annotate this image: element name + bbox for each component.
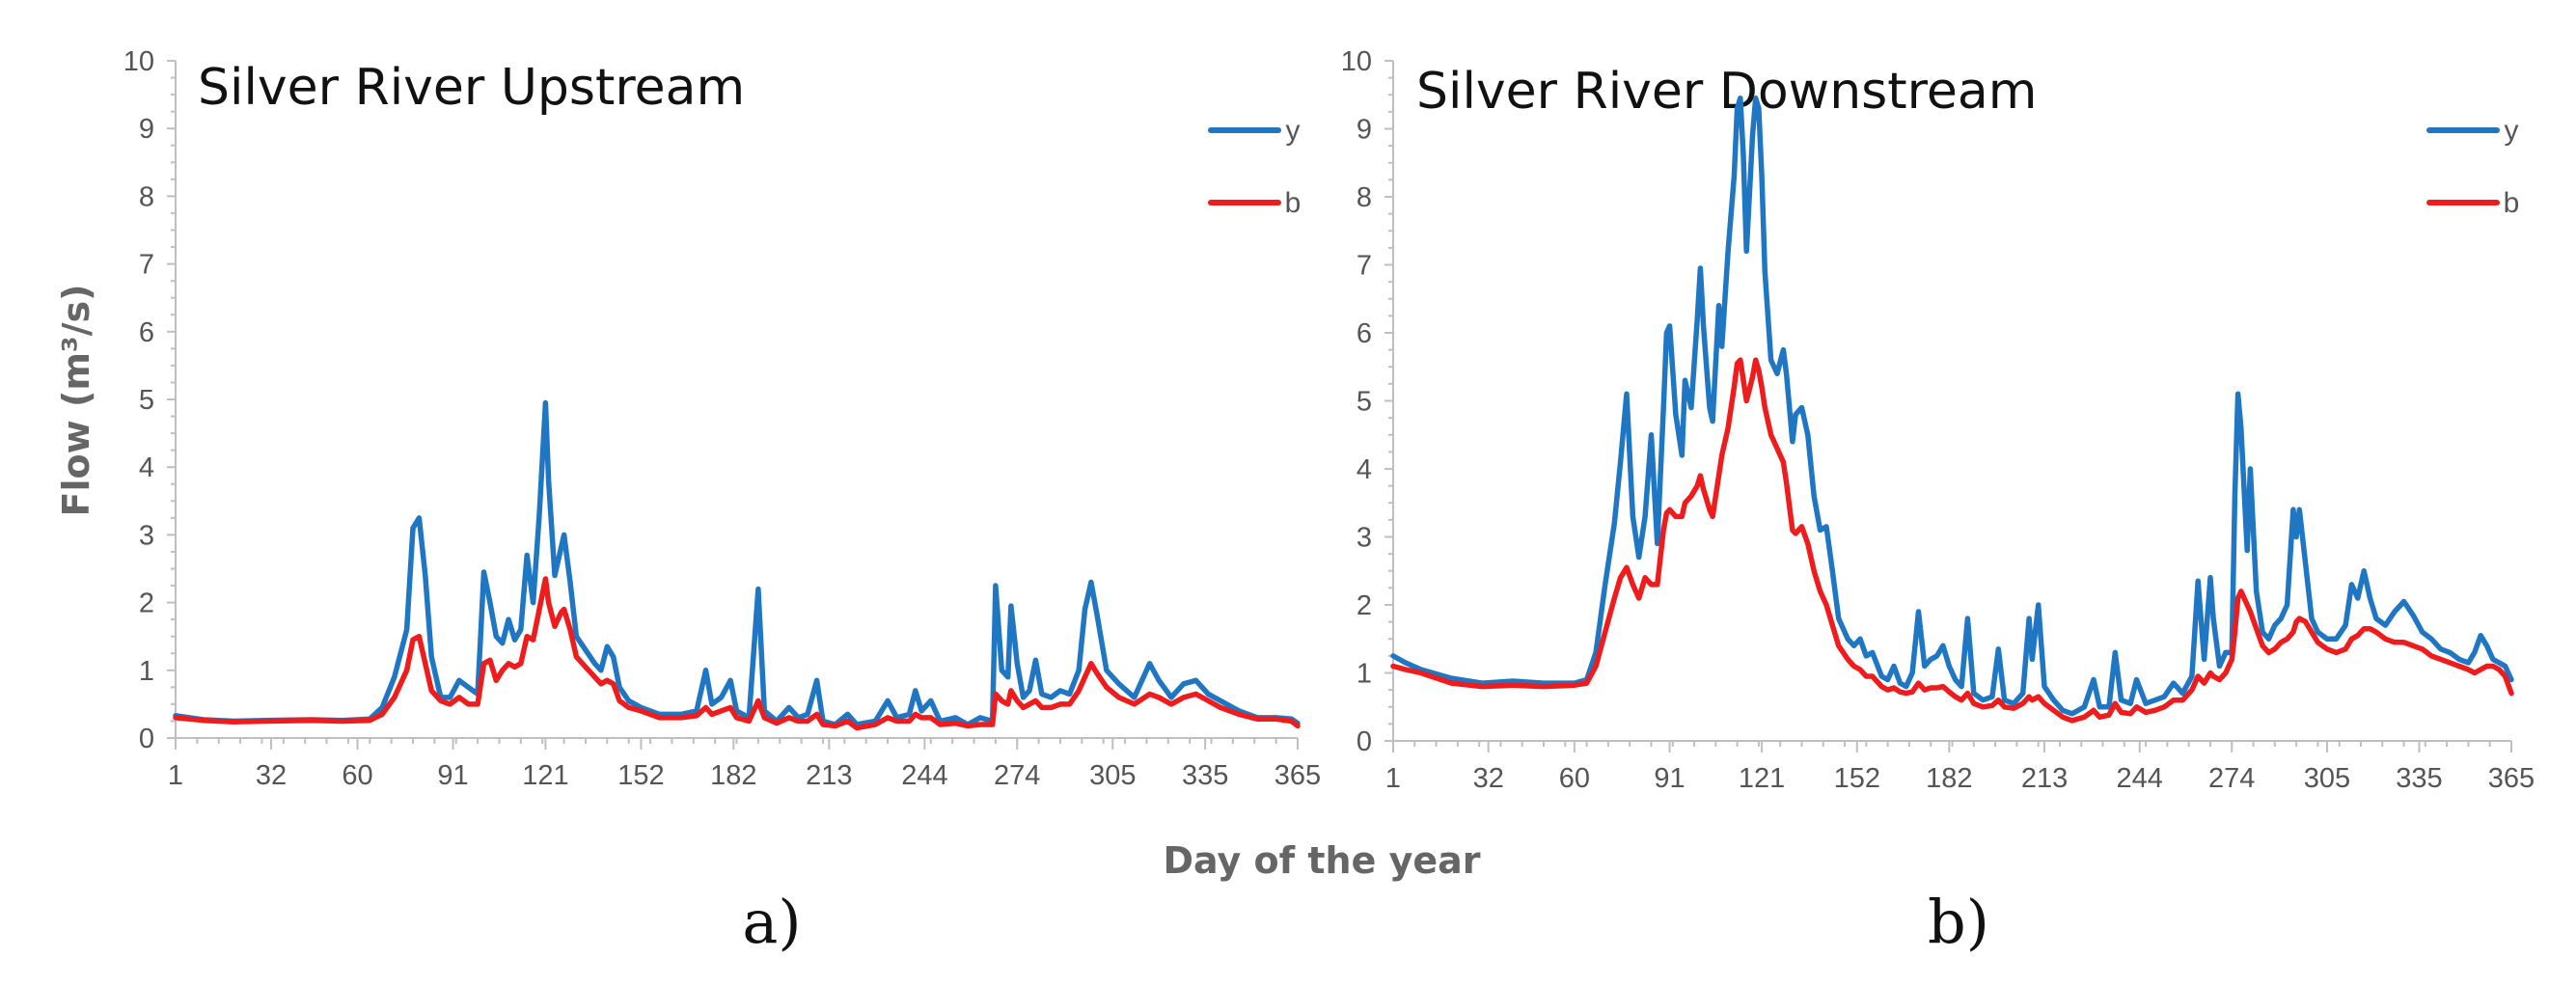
x-tick-label: 60 (1559, 763, 1590, 794)
x-tick-label: 305 (1089, 760, 1136, 791)
y-tick-label: 1 (1357, 659, 1372, 690)
panel-label-b: b) (1928, 887, 1989, 957)
x-tick-label: 274 (2208, 763, 2255, 794)
y-tick-label: 7 (1357, 251, 1372, 282)
x-tick-label: 274 (994, 760, 1040, 791)
y-tick-label: 5 (139, 385, 154, 416)
x-tick-label: 1 (1385, 763, 1401, 794)
series-line-y (173, 399, 1301, 727)
y-tick-label: 4 (1357, 454, 1372, 485)
series-line-y (1390, 96, 2514, 717)
legend-label-b: b (2504, 187, 2520, 219)
x-tick-label: 91 (1654, 763, 1685, 794)
y-tick-label: 9 (139, 114, 154, 145)
y-axis-label: Flow (m³/s) (55, 285, 97, 517)
y-tick-label: 10 (123, 46, 154, 77)
y-tick-label: 3 (1357, 523, 1372, 554)
y-tick-label: 6 (1357, 318, 1372, 349)
chart-title: Silver River Downstream (1416, 63, 2037, 121)
x-tick-label: 60 (342, 760, 372, 791)
y-tick-label: 2 (1357, 590, 1372, 621)
x-tick-label: 305 (2304, 763, 2350, 794)
x-axis-label: Day of the year (1163, 839, 1480, 882)
y-tick-label: 3 (139, 520, 154, 551)
x-tick-label: 91 (437, 760, 468, 791)
x-tick-label: 365 (1274, 760, 1321, 791)
legend-label-b: b (1285, 187, 1302, 219)
y-tick-label: 0 (1357, 726, 1372, 757)
x-tick-label: 244 (2117, 763, 2163, 794)
y-tick-label: 4 (139, 452, 154, 483)
x-tick-label: 365 (2488, 763, 2535, 794)
panel-label-a: a) (742, 887, 801, 957)
x-tick-label: 1 (168, 760, 183, 791)
y-tick-label: 2 (139, 588, 154, 619)
legend-label-y: y (1286, 115, 1301, 147)
y-tick-label: 10 (1341, 46, 1372, 77)
x-tick-label: 121 (1739, 763, 1785, 794)
x-tick-label: 152 (617, 760, 664, 791)
x-tick-label: 335 (2396, 763, 2442, 794)
x-tick-label: 213 (806, 760, 852, 791)
x-tick-label: 244 (901, 760, 947, 791)
y-tick-label: 7 (139, 250, 154, 281)
y-tick-label: 8 (139, 181, 154, 212)
series-line-b (1390, 357, 2514, 724)
x-tick-label: 182 (1926, 763, 1972, 794)
y-tick-label: 9 (1357, 115, 1372, 146)
x-tick-label: 152 (1834, 763, 1880, 794)
x-tick-label: 182 (710, 760, 756, 791)
y-tick-label: 5 (1357, 387, 1372, 418)
x-tick-label: 335 (1182, 760, 1228, 791)
x-tick-label: 32 (1473, 763, 1504, 794)
x-tick-label: 32 (256, 760, 287, 791)
y-tick-label: 8 (1357, 182, 1372, 213)
y-tick-label: 6 (139, 317, 154, 348)
y-tick-label: 1 (139, 656, 154, 687)
y-tick-label: 0 (139, 724, 154, 754)
series-line-b (173, 576, 1301, 731)
chart-title: Silver River Upstream (198, 59, 745, 117)
x-tick-label: 121 (522, 760, 568, 791)
legend-label-y: y (2505, 115, 2519, 147)
x-tick-label: 213 (2021, 763, 2068, 794)
